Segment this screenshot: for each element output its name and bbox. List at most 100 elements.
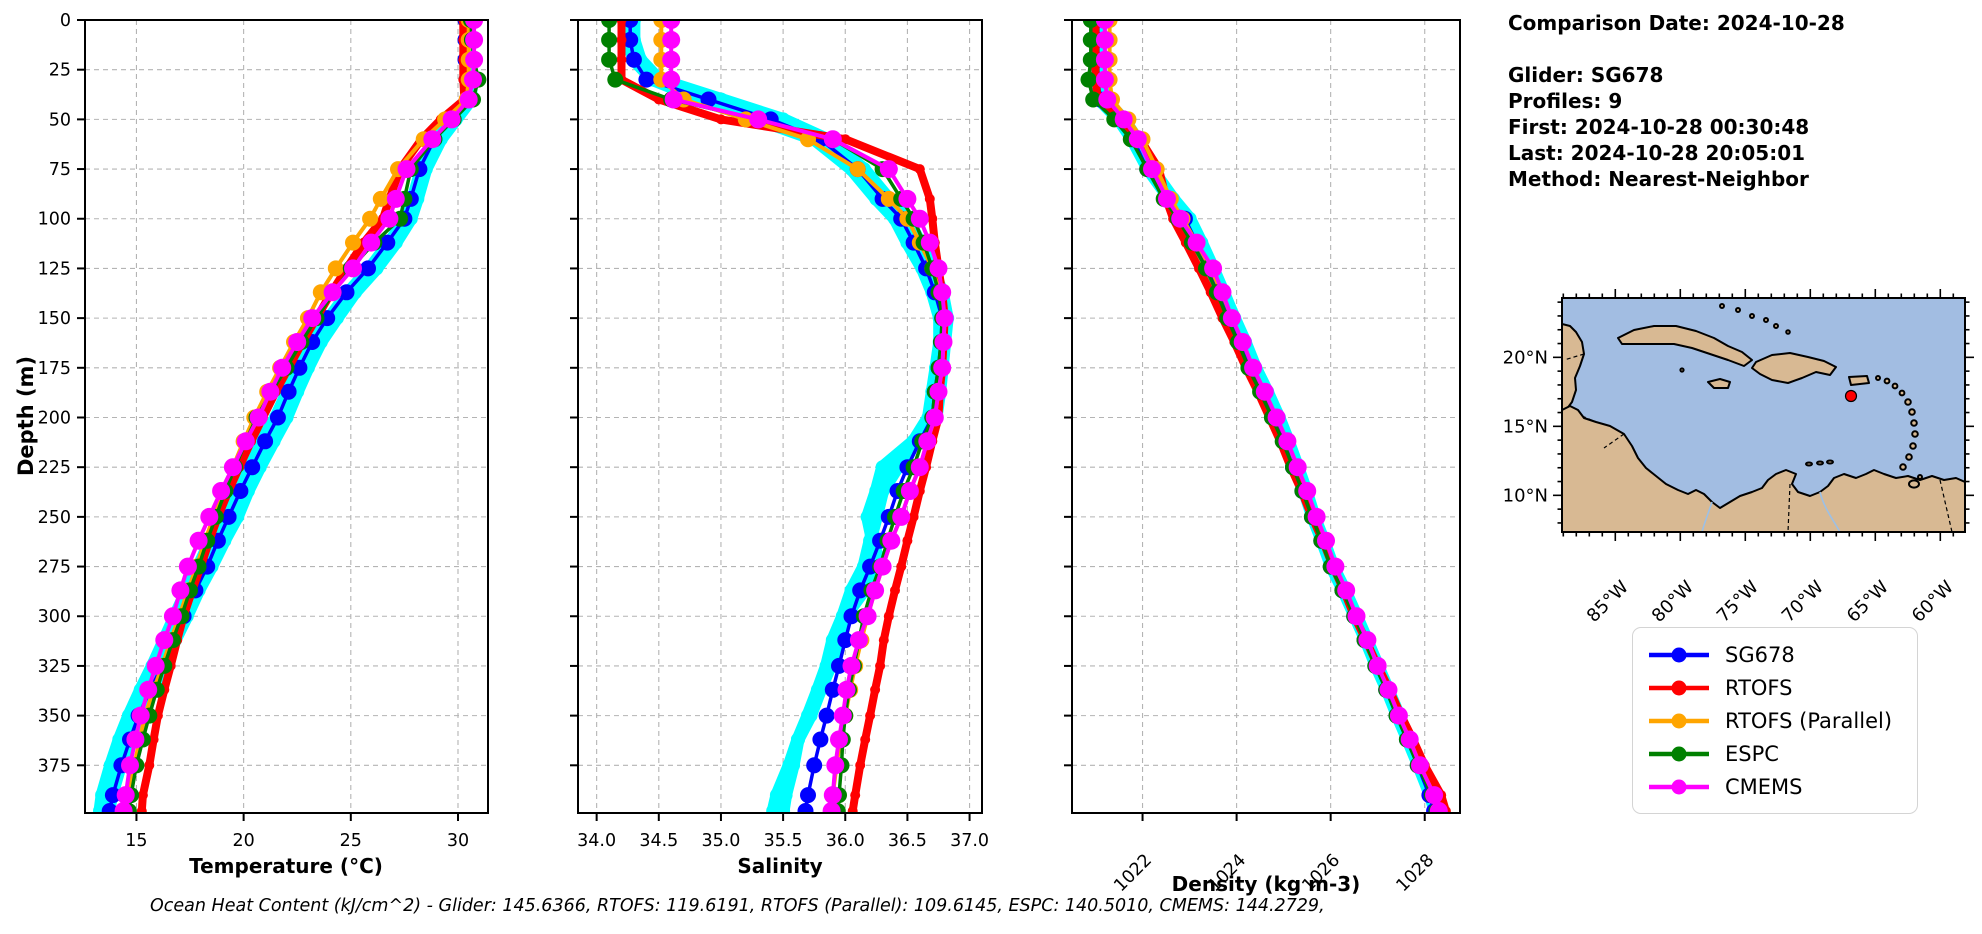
svg-text:250: 250 [38,508,71,528]
legend-item-rtofs-parallel-: RTOFS (Parallel) [1647,704,1903,737]
legend-label: CMEMS [1725,774,1803,799]
legend-marker-icon [1649,746,1709,761]
salinity-profile-line-cmems [669,20,947,813]
temperature-profile-line-rtofs [137,20,469,813]
svg-text:34.0: 34.0 [577,831,616,851]
legend-marker-icon [1649,779,1709,794]
density-profile-panel: 1022 1024 1026 1028 [1064,19,1461,896]
gridlines [578,19,982,813]
svg-text:275: 275 [38,558,71,578]
svg-text:325: 325 [38,657,71,677]
legend-label: RTOFS (Parallel) [1725,708,1893,733]
legend-item-rtofs: RTOFS [1647,671,1903,704]
temperature-profile-line-cmems [121,20,477,813]
legend-marker-icon [1649,680,1709,695]
svg-text:34.5: 34.5 [639,831,678,851]
tick-labels: 15 20 25 3002550751001251501752002252502753… [38,11,470,851]
tick-labels: 34.0 34.5 35.0 35.5 36.0 36.5 37.0 [577,831,989,851]
markers [601,20,951,813]
svg-text:225: 225 [38,458,71,478]
map-rivers [1701,491,1841,532]
method: Method: Nearest-Neighbor [1508,167,1809,191]
salinity-profile-panel: 34.0 34.5 35.0 35.5 36.0 36.5 37.0 [570,19,989,851]
map-landmasses [1562,303,1965,532]
map-lon-label: 85°W [1583,577,1633,627]
legend-label: SG678 [1725,642,1795,667]
svg-text:35.0: 35.0 [701,831,740,851]
axis-ticks [570,19,971,821]
density-axis-label: Density (kg m-3) [1171,872,1361,896]
svg-text:25: 25 [49,61,71,81]
svg-text:375: 375 [38,756,71,776]
axis-ticks [77,19,459,821]
salinity-axis-label: Salinity [737,854,823,878]
series-group [601,20,955,813]
ocean-heat-content-note: Ocean Heat Content (kJ/cm^2) - Glider: 1… [150,896,1325,916]
panel-frame [84,19,489,814]
temperature-profile-line-rtofs-parallel- [123,20,471,813]
svg-text:350: 350 [38,707,71,727]
svg-text:0: 0 [60,11,71,31]
svg-text:15: 15 [125,831,147,851]
axis-ticks [1064,19,1426,821]
profile-panels: 15 20 25 3002550751001251501752002252502753… [38,11,1461,896]
svg-text:100: 100 [38,210,71,230]
density-profile-line-cmems [1102,20,1441,813]
glider-name: Glider: SG678 [1508,63,1664,87]
series-group [1080,20,1451,813]
svg-text:25: 25 [340,831,362,851]
markers [1095,20,1448,813]
legend-item-sg678: SG678 [1647,638,1903,671]
svg-text:20: 20 [232,831,254,851]
salinity-profile-line-sg678-raw-profiles [621,20,947,813]
comparison-date: Comparison Date: 2024-10-28 [1508,11,1845,35]
svg-text:30: 30 [447,831,469,851]
svg-text:36.0: 36.0 [826,831,865,851]
legend-marker-icon [1649,647,1709,662]
map-borders [1563,353,1953,532]
svg-text:175: 175 [38,359,71,379]
series-group [93,20,487,813]
map-lon-label: 60°W [1908,577,1958,627]
svg-text:37.0: 37.0 [950,831,989,851]
map-lon-label: 65°W [1843,577,1893,627]
map-lat-label: 10°N [1503,485,1548,506]
map-lon-label: 80°W [1648,577,1698,627]
first-profile-time: First: 2024-10-28 00:30:48 [1508,115,1810,139]
info-panel: Comparison Date: 2024-10-28 Glider: SG67… [1508,10,1845,192]
temperature-axis-label: Temperature (°C) [189,854,383,878]
markers [114,20,484,813]
legend-item-cmems: CMEMS [1647,770,1903,803]
svg-text:35.5: 35.5 [764,831,803,851]
legend-item-espc: ESPC [1647,737,1903,770]
salinity-profile-line-sg678-raw-profiles [627,20,954,813]
legend-label: RTOFS [1725,675,1793,700]
legend: SG678 RTOFS RTOFS (Parallel) ESPC CMEMS [1632,627,1918,814]
profiles-count: Profiles: 9 [1508,89,1623,113]
panel-frame [577,19,983,814]
svg-text:36.5: 36.5 [888,831,927,851]
svg-text:150: 150 [38,309,71,329]
legend-marker-icon [1649,713,1709,728]
markers [662,20,954,813]
glider-position-marker [1844,389,1858,403]
density-profile-line-espc [1086,20,1439,813]
svg-text:1028: 1028 [1393,850,1439,896]
svg-text:1022: 1022 [1110,850,1156,896]
svg-text:125: 125 [38,259,71,279]
svg-text:200: 200 [38,408,71,428]
svg-text:50: 50 [49,110,71,130]
svg-text:300: 300 [38,607,71,627]
map-lat-label: 15°N [1503,416,1548,437]
last-profile-time: Last: 2024-10-28 20:05:01 [1508,141,1806,165]
map-lat-label: 20°N [1503,347,1548,368]
gridlines [1072,19,1460,813]
map-lon-label: 75°W [1713,577,1763,627]
map-frame [1561,297,1966,533]
map-lon-label: 70°W [1778,577,1828,627]
svg-text:75: 75 [49,160,71,180]
location-map: 85°W 80°W 75°W 70°W 65°W 60°W 20°N 15°N 10°N [1503,289,1974,627]
panel-frame [1071,19,1461,814]
